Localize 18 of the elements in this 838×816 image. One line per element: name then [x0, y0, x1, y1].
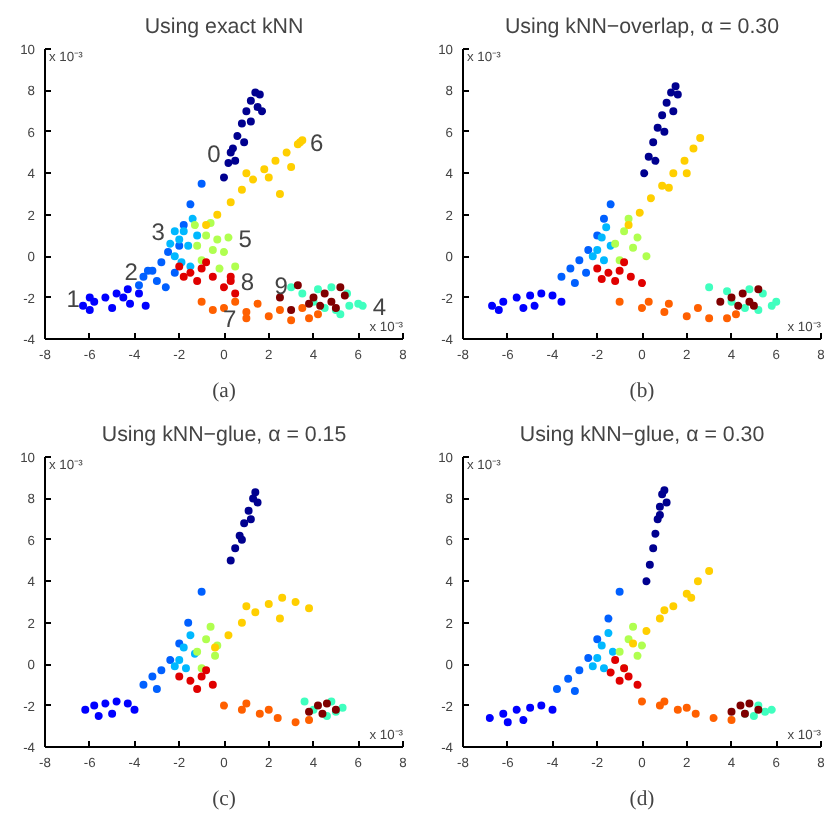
x-axis-title: (d) — [629, 789, 656, 811]
series-label: 5 — [238, 224, 253, 253]
x-axis-title: (b) — [629, 381, 656, 403]
series-label: 1 — [66, 284, 81, 313]
x-axis-title: (c) — [212, 789, 237, 811]
chart-title: Using kNN−glue, α = 0.30 — [519, 423, 765, 447]
chart-title: Using exact kNN — [144, 15, 304, 39]
x-axis-title: (a) — [212, 381, 237, 403]
series-label: 2 — [124, 257, 139, 286]
series-label: 6 — [310, 129, 325, 158]
chart-title: Using kNN−overlap, α = 0.30 — [504, 15, 780, 39]
series-label: 9 — [274, 272, 289, 301]
series-label: 8 — [240, 268, 255, 296]
series-label: 0 — [207, 139, 222, 168]
series-label: 3 — [151, 218, 166, 247]
series-label: 4 — [372, 292, 387, 321]
chart-title: Using kNN−glue, α = 0.15 — [101, 423, 347, 447]
series-label: 7 — [223, 305, 238, 334]
